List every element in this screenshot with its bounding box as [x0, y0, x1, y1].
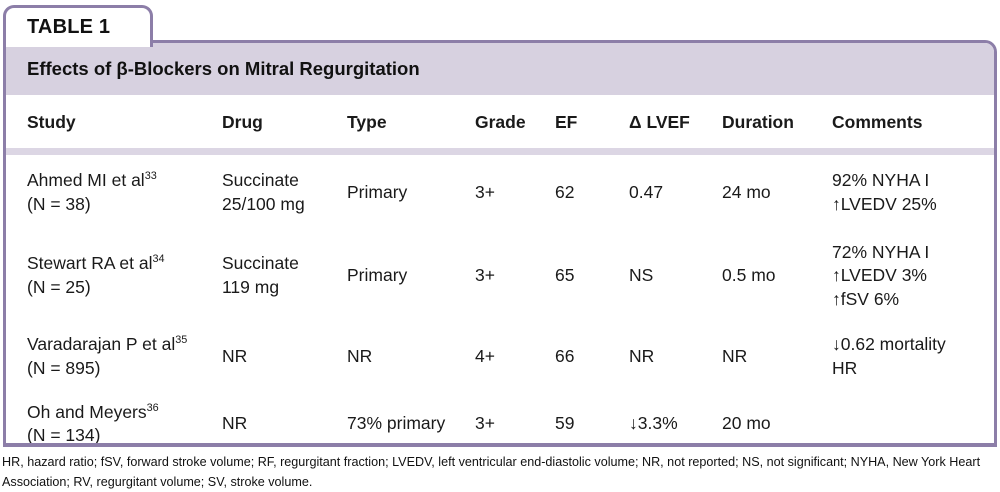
study-reference: 36 [146, 401, 159, 414]
comments-cell: 72% NYHA I ↑LVEDV 3% ↑fSV 6% [832, 241, 930, 310]
ef-cell: 66 [555, 345, 575, 366]
duration-cell: 24 mo [722, 181, 771, 202]
study-reference: 35 [175, 334, 188, 347]
type-cell: Primary [347, 181, 408, 202]
table-tab: TABLE 1 [3, 5, 153, 47]
study-name: Varadarajan P et al [27, 333, 176, 354]
grade-cell: 3+ [475, 181, 495, 202]
ef-cell: 65 [555, 265, 575, 286]
table-title: Effects of β-Blockers on Mitral Regurgit… [27, 58, 420, 79]
ef-cell: 59 [555, 413, 575, 434]
drug-cell: Succinate 25/100 mg [222, 170, 305, 214]
study-name: Stewart RA et al [27, 253, 153, 274]
study-sample-size: (N = 134) [27, 425, 101, 446]
duration-cell: NR [722, 345, 748, 366]
delta-lvef-cell: NS [629, 265, 654, 286]
column-header-comments: Comments [832, 112, 923, 132]
table-tab-label: TABLE 1 [27, 16, 111, 38]
header-divider [6, 148, 994, 155]
study-sample-size: (N = 25) [27, 277, 91, 298]
column-header-delta-lvef: Δ LVEF [629, 112, 690, 132]
comments-cell: 92% NYHA I ↑LVEDV 25% [832, 170, 937, 214]
column-header-duration: Duration [722, 112, 794, 132]
table-row: Varadarajan P et al35 (N = 895) NR NR 4+… [6, 323, 994, 391]
table-footnote: HR, hazard ratio; fSV, forward stroke vo… [2, 455, 981, 489]
column-header-drug: Drug [222, 112, 263, 132]
ef-cell: 62 [555, 181, 575, 202]
delta-lvef-cell: ↓3.3% [629, 413, 678, 434]
study-cell: Oh and Meyers36 (N = 134) [27, 401, 222, 446]
delta-lvef-cell: 0.47 [629, 181, 664, 202]
grade-cell: 3+ [475, 413, 495, 434]
study-sample-size: (N = 895) [27, 357, 101, 378]
type-cell: NR [347, 345, 373, 366]
study-cell: Stewart RA et al34 (N = 25) [27, 252, 222, 300]
grade-cell: 3+ [475, 265, 495, 286]
table-header-row: Study Drug Type Grade EF Δ LVEF Duration… [6, 95, 994, 148]
drug-cell: NR [222, 345, 248, 366]
study-cell: Varadarajan P et al35 (N = 895) [27, 333, 222, 381]
comments-cell: ↓0.62 mortality HR [832, 333, 946, 378]
study-reference: 33 [144, 170, 157, 183]
table-title-band: Effects of β-Blockers on Mitral Regurgit… [6, 43, 994, 95]
drug-cell: Succinate 119 mg [222, 253, 299, 298]
table-row: Oh and Meyers36 (N = 134) NR 73% primary… [6, 391, 994, 446]
table-row: Ahmed MI et al33 (N = 38) Succinate 25/1… [6, 155, 994, 230]
type-cell: 73% primary [347, 413, 446, 434]
duration-cell: 20 mo [722, 413, 771, 434]
type-cell: Primary [347, 265, 408, 286]
column-header-ef: EF [555, 112, 578, 132]
table-container: Effects of β-Blockers on Mitral Regurgit… [3, 40, 997, 447]
column-header-type: Type [347, 112, 387, 132]
study-sample-size: (N = 38) [27, 193, 91, 214]
column-header-grade: Grade [475, 112, 526, 132]
drug-cell: NR [222, 413, 248, 434]
study-name: Ahmed MI et al [27, 170, 145, 190]
study-name: Oh and Meyers [27, 401, 147, 422]
delta-lvef-cell: NR [629, 345, 655, 366]
study-reference: 34 [152, 253, 165, 266]
grade-cell: 4+ [475, 345, 495, 366]
table-row: Stewart RA et al34 (N = 25) Succinate 11… [6, 230, 994, 323]
study-cell: Ahmed MI et al33 (N = 38) [27, 169, 222, 217]
duration-cell: 0.5 mo [722, 265, 776, 286]
column-header-study: Study [27, 112, 76, 132]
